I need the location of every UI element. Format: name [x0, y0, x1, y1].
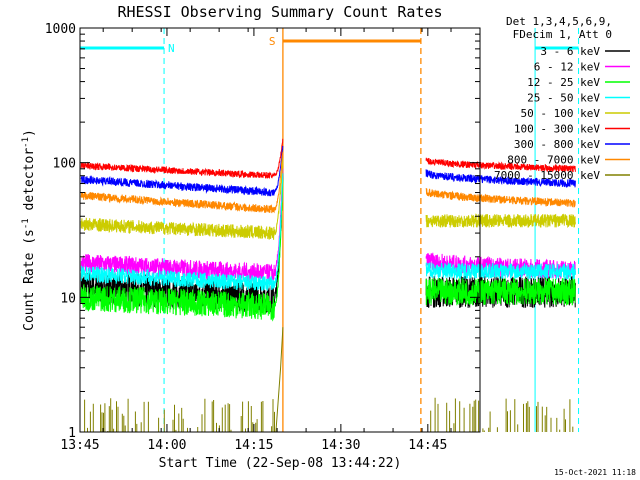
footer-timestamp: 15-Oct-2021 11:18 [554, 468, 636, 477]
y-axis-label: Count Rate (s-1 detector-1) [21, 129, 37, 331]
legend-header-line: FDecim 1, Att 0 [513, 28, 612, 41]
y-tick-label: 1 [68, 426, 76, 441]
y-tick-label: 100 [53, 157, 76, 172]
series-line [80, 158, 576, 240]
legend-label: 7000 - 15000 keV [494, 169, 600, 182]
x-tick-label: 14:30 [321, 438, 360, 453]
legend-label: 3 - 6 keV [540, 45, 600, 58]
x-tick-label: 14:15 [234, 438, 273, 453]
x-axis-label: Start Time (22-Sep-08 13:44:22) [159, 456, 402, 471]
legend-label: 12 - 25 keV [527, 76, 600, 89]
plot-frame [79, 27, 481, 433]
legend-label: 100 - 300 keV [514, 123, 600, 136]
y-axis: 1 10 100 1000 [45, 22, 480, 441]
y-tick-label: 10 [60, 291, 76, 306]
series-line [80, 138, 576, 179]
legend-item: 12 - 25 keV [527, 76, 630, 89]
legend-item: 300 - 800 keV [514, 138, 630, 151]
x-tick-label: 13:45 [60, 438, 99, 453]
legend-item: 100 - 300 keV [514, 123, 630, 136]
series-line [80, 145, 576, 197]
series-line [84, 327, 574, 433]
plot-area: NS [79, 28, 580, 433]
legend: Det 1,3,4,5,6,9,FDecim 1, Att 0 3 - 6 keV… [494, 15, 630, 182]
legend-header-line: Det 1,3,4,5,6,9, [506, 15, 612, 28]
legend-label: 50 - 100 keV [521, 107, 601, 120]
night-label: N [168, 42, 175, 55]
legend-item: 25 - 50 keV [527, 92, 630, 105]
y-tick-label: 1000 [45, 22, 76, 37]
series-line [80, 152, 576, 214]
legend-item: 3 - 6 keV [540, 45, 630, 58]
legend-label: 25 - 50 keV [527, 92, 600, 105]
x-tick-label: 14:45 [408, 438, 447, 453]
legend-item: 50 - 100 keV [521, 107, 630, 120]
legend-item: 6 - 12 keV [534, 61, 630, 74]
series-line [80, 173, 576, 292]
chart-title: RHESSI Observing Summary Count Rates [117, 3, 442, 21]
legend-label: 6 - 12 keV [534, 61, 601, 74]
saa-label: S [269, 35, 276, 48]
legend-label: 800 - 7000 keV [507, 154, 600, 167]
x-axis: 13:45 14:00 14:15 14:30 14:45 [60, 28, 452, 453]
legend-item: 800 - 7000 keV [507, 154, 630, 167]
series-line [80, 179, 576, 322]
legend-item: 7000 - 15000 keV [494, 169, 630, 182]
legend-label: 300 - 800 keV [514, 138, 600, 151]
x-tick-label: 14:00 [147, 438, 186, 453]
